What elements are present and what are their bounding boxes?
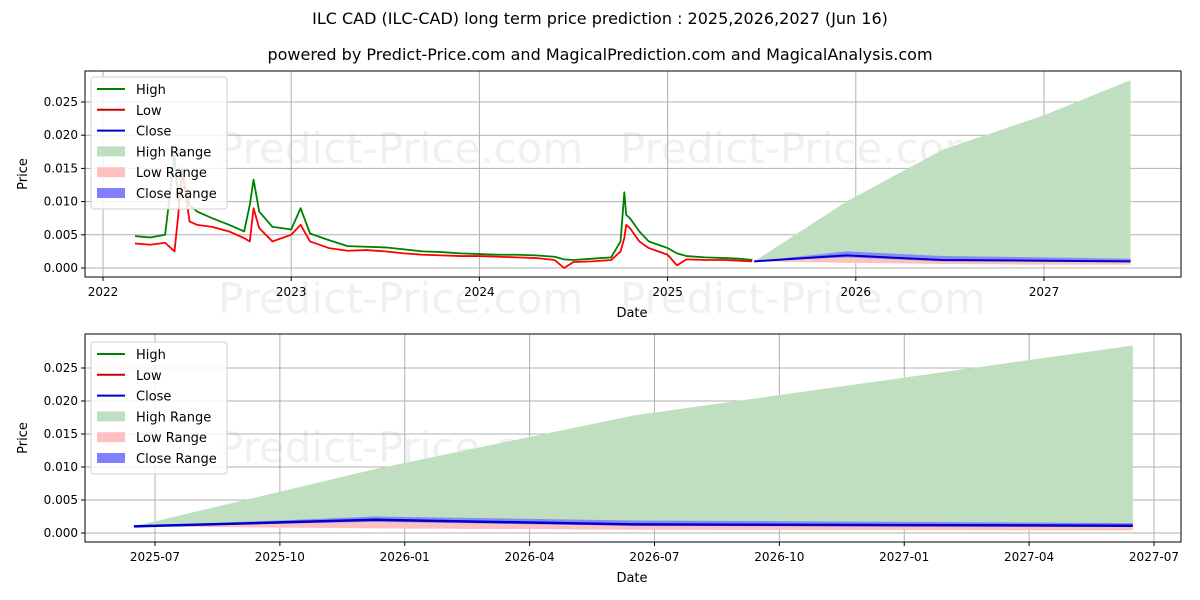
x-tick-label: 2022 [88, 285, 119, 299]
legend-label: Low Range [136, 431, 207, 446]
legend-label: High [136, 83, 166, 98]
x-tick-label: 2026-04 [505, 550, 555, 564]
y-tick-label: 0.005 [44, 493, 78, 507]
y-tick-label: 0.005 [44, 228, 78, 242]
y-tick-label: 0.000 [44, 261, 78, 275]
watermark-text: Predict-Price.com [218, 274, 583, 323]
legend-patch-swatch [97, 432, 125, 443]
high-range-area [754, 80, 1131, 262]
x-tick-label: 2026-10 [754, 550, 804, 564]
y-tick-label: 0.025 [44, 361, 78, 375]
watermark-text: Predict-Price.com [218, 124, 583, 173]
legend-label: Low Range [136, 166, 207, 181]
high-range-area [133, 345, 1133, 527]
chart-subtitle: powered by Predict-Price.com and Magical… [267, 45, 933, 64]
bottom-ylabel: Price [16, 422, 31, 454]
watermark-text: Predict-Price.com [620, 274, 985, 323]
legend-patch-swatch [97, 188, 125, 198]
x-tick-label: 2026-07 [629, 550, 679, 564]
y-tick-label: 0.025 [44, 95, 78, 109]
legend-label: Low [136, 104, 162, 119]
top-chart: Predict-Price.com Predict-Price.com Predic… [16, 70, 1182, 323]
legend-patch-swatch [97, 453, 125, 463]
x-tick-label: 2026 [841, 285, 872, 299]
legend-label: Close [136, 125, 171, 140]
low-range-area [133, 521, 1133, 531]
close-line [133, 518, 1133, 528]
legend-label: High Range [136, 145, 211, 160]
bottom-axes-frame [84, 333, 1182, 543]
y-tick-label: 0.010 [44, 460, 78, 474]
bottom-xlabel: Date [616, 571, 647, 586]
x-tick-label: 2023 [276, 285, 307, 299]
legend-label: Low [136, 369, 162, 384]
y-tick-label: 0.000 [44, 526, 78, 540]
x-tick-label: 2024 [464, 285, 495, 299]
chart-title: ILC CAD (ILC-CAD) long term price predic… [312, 9, 888, 28]
x-tick-label: 2025-07 [130, 550, 180, 564]
legend-label: High Range [136, 410, 211, 425]
legend-patch-swatch [97, 167, 125, 178]
close-range-area [754, 251, 1131, 263]
legend-label: Close Range [136, 187, 217, 202]
low-line [134, 167, 753, 269]
y-tick-label: 0.010 [44, 195, 78, 209]
x-tick-label: 2027-07 [1129, 550, 1179, 564]
top-legend: High Low Close High Range Low Range Close Ran… [90, 76, 228, 210]
legend-label: High [136, 348, 166, 363]
x-tick-label: 2025-10 [255, 550, 305, 564]
x-tick-label: 2026-01 [380, 550, 430, 564]
top-xlabel: Date [616, 306, 647, 321]
y-tick-label: 0.015 [44, 427, 78, 441]
x-tick-label: 2025 [652, 285, 683, 299]
top-axes-frame [84, 70, 1182, 278]
x-tick-label: 2027-01 [879, 550, 929, 564]
legend-label: Close Range [136, 452, 217, 467]
bottom-legend: High Low Close High Range Low Range Close Ran… [90, 341, 228, 475]
y-tick-label: 0.020 [44, 128, 78, 142]
legend-patch-swatch [97, 146, 125, 157]
top-ylabel: Price [16, 158, 31, 190]
high-line [134, 154, 753, 261]
y-tick-label: 0.020 [44, 394, 78, 408]
close-line [754, 254, 1131, 263]
legend-label: Close [136, 390, 171, 405]
legend-patch-swatch [97, 411, 125, 422]
x-tick-label: 2027-04 [1004, 550, 1054, 564]
x-tick-label: 2027 [1029, 285, 1060, 299]
y-tick-label: 0.015 [44, 161, 78, 175]
